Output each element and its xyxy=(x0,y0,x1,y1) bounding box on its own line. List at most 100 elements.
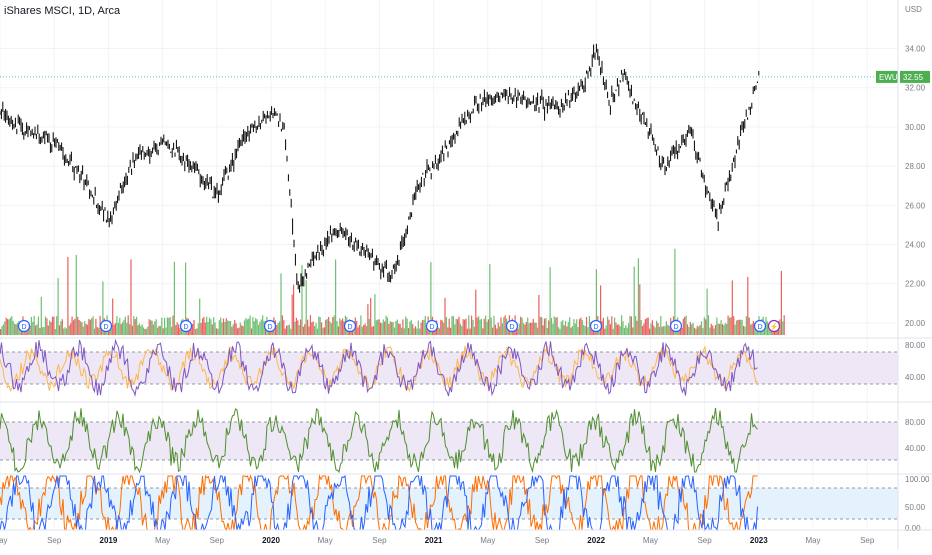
volume-bar xyxy=(54,329,56,335)
volume-bar xyxy=(326,319,328,335)
volume-bar xyxy=(241,325,243,335)
volume-bar xyxy=(685,315,687,335)
volume-bar xyxy=(144,329,146,335)
volume-bar xyxy=(726,323,728,335)
volume-bar xyxy=(700,321,703,335)
volume-bar xyxy=(492,327,494,335)
volume-bar xyxy=(7,319,9,335)
volume-bar xyxy=(360,315,362,335)
volume-bar xyxy=(141,324,143,335)
volume-bar xyxy=(253,321,255,335)
volume-bar xyxy=(57,278,59,335)
volume-bar xyxy=(190,327,192,335)
time-axis-label: Sep xyxy=(372,536,387,545)
volume-bar xyxy=(308,326,310,335)
volume-bar xyxy=(215,328,218,335)
volume-bar xyxy=(619,326,621,335)
volume-bar xyxy=(382,319,384,335)
volume-bar xyxy=(385,315,387,335)
volume-bar xyxy=(730,317,732,335)
volume-bar xyxy=(464,319,466,335)
volume-bar xyxy=(553,316,555,335)
volume-bar xyxy=(469,328,471,335)
volume-bar xyxy=(391,322,393,335)
volume-bar xyxy=(199,298,201,335)
volume-bar xyxy=(674,248,676,335)
volume-bar xyxy=(535,322,537,335)
oscillator-tick-label: 100.00 xyxy=(905,475,930,484)
volume-bar xyxy=(154,321,156,335)
volume-bar xyxy=(458,316,460,335)
volume-bar xyxy=(325,319,327,335)
volume-bar xyxy=(259,321,261,335)
volume-bar xyxy=(93,328,96,335)
volume-bar xyxy=(640,320,642,335)
volume-bar xyxy=(206,316,208,335)
volume-bar xyxy=(220,317,222,335)
symbol-title: iShares MSCI, 1D, Arca xyxy=(4,5,121,17)
volume-bar xyxy=(300,319,302,335)
volume-bar xyxy=(650,323,652,335)
volume-bar xyxy=(81,322,83,335)
volume-bar xyxy=(8,319,10,335)
volume-bar xyxy=(625,325,627,335)
volume-bar xyxy=(235,323,237,335)
volume-bar xyxy=(499,326,501,335)
volume-bar xyxy=(623,327,625,335)
volume-bar xyxy=(737,319,739,335)
volume-bar xyxy=(783,315,785,335)
volume-bar xyxy=(294,321,296,335)
volume-bar xyxy=(702,328,704,335)
volume-bar xyxy=(78,320,80,335)
volume-bar xyxy=(668,326,670,335)
volume-bar xyxy=(545,318,547,335)
volume-bar xyxy=(330,323,332,335)
volume-bar xyxy=(527,317,529,335)
volume-bar xyxy=(123,319,125,335)
volume-bar xyxy=(150,320,152,335)
volume-bar xyxy=(691,324,693,335)
volume-bar xyxy=(529,322,532,335)
volume-bar xyxy=(731,280,733,335)
volume-bar xyxy=(567,322,569,335)
stoch-k-line xyxy=(0,474,758,532)
volume-bar xyxy=(745,316,747,335)
volume-bar xyxy=(584,326,586,335)
volume-bar xyxy=(173,261,175,335)
volume-bar xyxy=(414,326,417,335)
price-tick-label: 30.00 xyxy=(905,123,926,132)
volume-bar xyxy=(228,321,230,335)
volume-bar xyxy=(164,317,166,335)
volume-bar xyxy=(542,325,544,335)
volume-bar xyxy=(660,316,662,335)
price-tick-label: 34.00 xyxy=(905,45,926,54)
volume-bar xyxy=(281,315,283,335)
volume-bar xyxy=(113,324,115,335)
volume-bar xyxy=(440,319,442,335)
volume-bar xyxy=(277,323,279,335)
volume-bar xyxy=(131,325,133,335)
stoch-d-line xyxy=(0,474,758,532)
volume-bar xyxy=(116,316,118,335)
volume-bar xyxy=(766,321,768,335)
volume-bar xyxy=(85,323,87,335)
volume-bar xyxy=(32,321,34,335)
volume-bar xyxy=(323,327,325,335)
volume-bar xyxy=(663,326,665,335)
volume-bar xyxy=(91,318,93,335)
volume-bar xyxy=(49,320,51,335)
volume-bar xyxy=(339,318,341,335)
volume-bar xyxy=(738,319,740,335)
volume-bar xyxy=(618,324,620,335)
dividend-marker-letter: D xyxy=(267,324,272,331)
time-axis-label: 2021 xyxy=(425,536,443,545)
volume-bar xyxy=(82,326,84,335)
volume-bar xyxy=(550,317,553,335)
volume-bar xyxy=(287,325,289,335)
volume-bar xyxy=(706,288,708,335)
volume-bar xyxy=(569,317,571,335)
volume-bar xyxy=(343,321,345,335)
volume-bar xyxy=(134,319,136,335)
